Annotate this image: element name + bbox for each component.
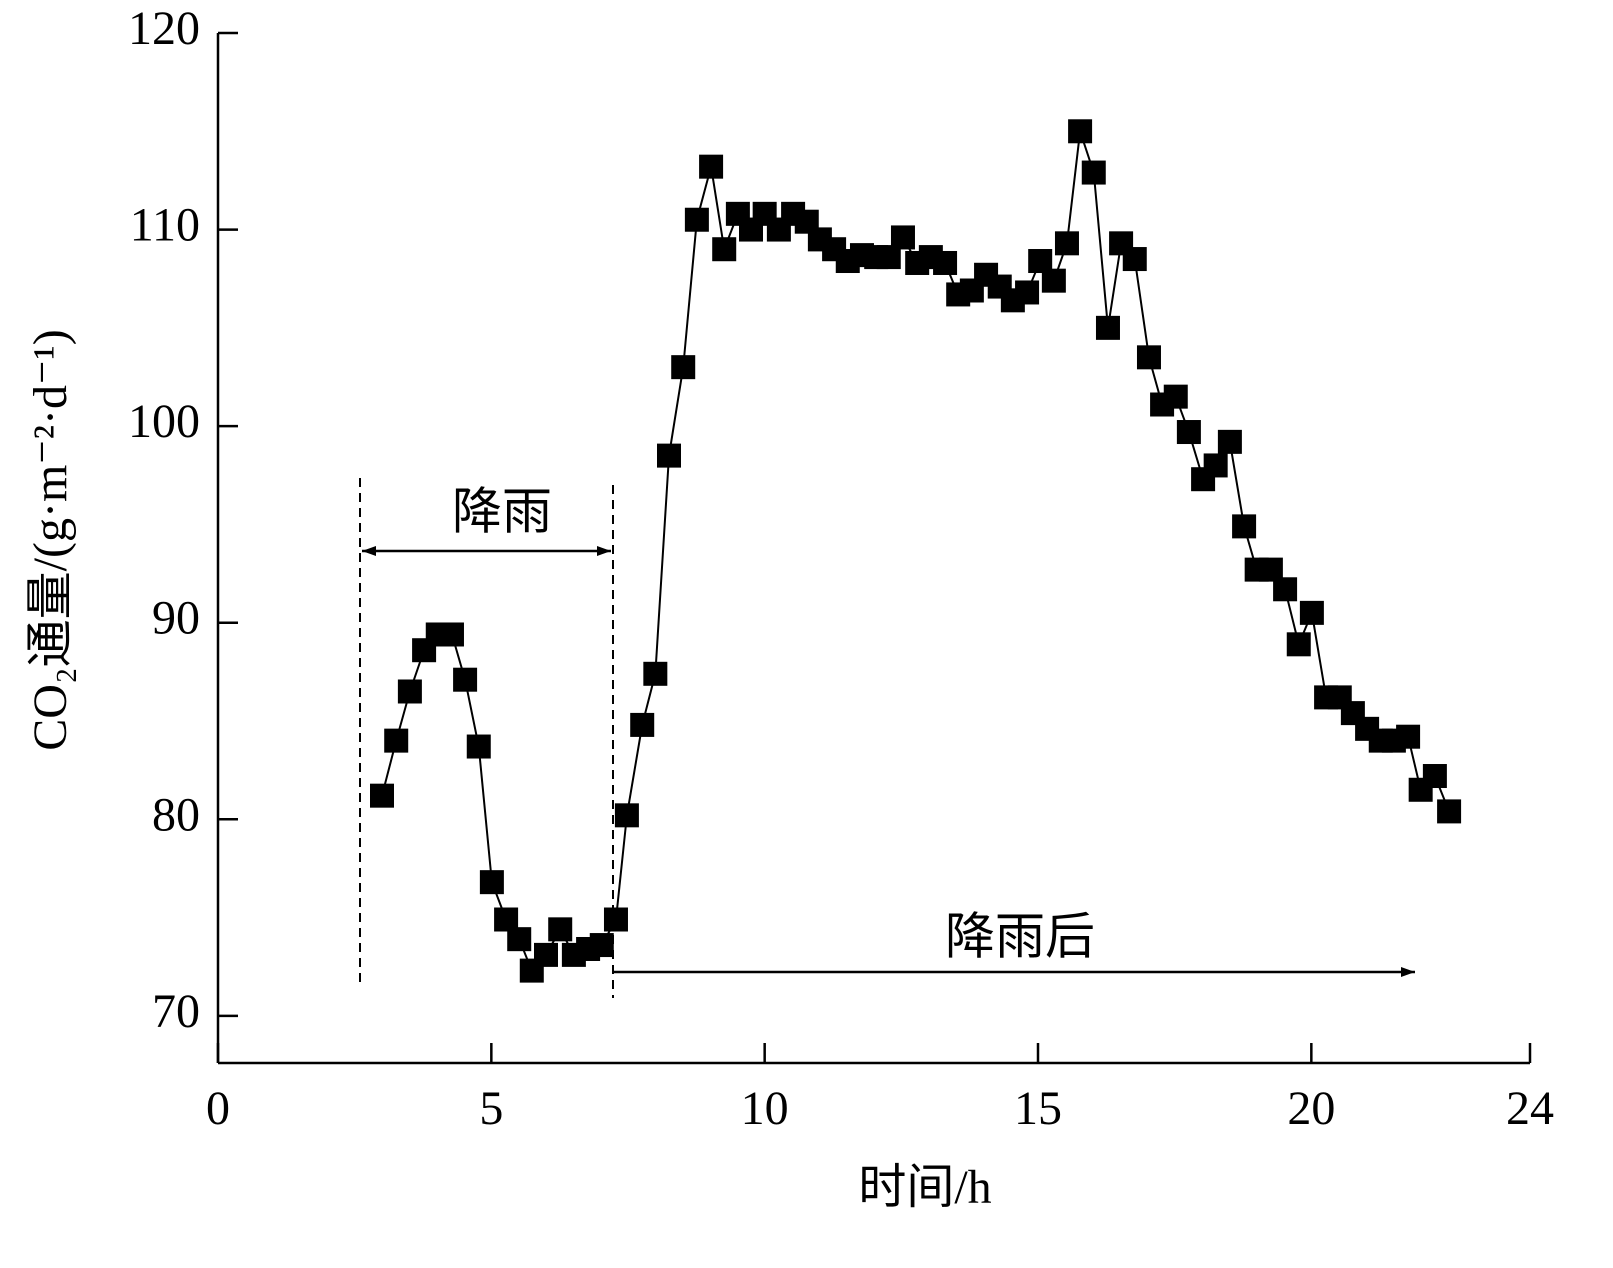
- marker: [1273, 577, 1298, 602]
- x-tick-label: 20: [1287, 1082, 1335, 1135]
- marker: [1437, 799, 1462, 824]
- marker: [671, 355, 696, 380]
- annotation: 降雨: [452, 483, 552, 541]
- marker: [1422, 764, 1447, 789]
- y-tick-label: 70: [152, 985, 200, 1038]
- marker: [1028, 249, 1053, 274]
- marker: [614, 803, 639, 828]
- marker: [1068, 119, 1093, 144]
- marker: [1041, 268, 1066, 293]
- marker: [657, 443, 681, 468]
- y-tick-label: 80: [152, 788, 200, 841]
- marker: [890, 225, 915, 250]
- marker: [603, 907, 628, 932]
- marker: [534, 942, 558, 967]
- marker: [1176, 420, 1201, 445]
- marker: [479, 870, 504, 895]
- marker: [1095, 315, 1120, 340]
- y-tick-label: 100: [128, 395, 200, 448]
- marker: [1232, 514, 1257, 539]
- x-axis-label: 时间/h: [858, 1161, 991, 1214]
- marker: [699, 154, 724, 179]
- x-tick-label: 10: [741, 1082, 789, 1135]
- marker: [1081, 160, 1106, 185]
- marker: [1299, 600, 1324, 625]
- marker: [1122, 247, 1147, 272]
- y-tick-label: 90: [152, 592, 200, 645]
- marker: [439, 622, 464, 647]
- marker: [1396, 724, 1421, 749]
- marker: [370, 783, 394, 808]
- marker: [1163, 384, 1188, 409]
- marker: [684, 207, 709, 232]
- marker: [384, 728, 409, 753]
- marker: [933, 250, 958, 275]
- marker: [1217, 429, 1242, 454]
- marker: [712, 237, 737, 262]
- marker: [466, 734, 491, 759]
- y-tick-label: 110: [130, 199, 200, 252]
- marker: [1286, 632, 1311, 657]
- marker: [630, 712, 655, 737]
- marker: [548, 917, 573, 942]
- marker: [507, 927, 532, 952]
- y-tick-label: 120: [128, 2, 200, 55]
- marker: [1203, 453, 1228, 478]
- x-tick-label: 0: [206, 1082, 230, 1135]
- marker: [453, 667, 478, 692]
- x-tick-label: 24: [1506, 1082, 1554, 1135]
- marker: [643, 661, 668, 686]
- y-axis-label: CO₂通量/(g·m⁻²·d⁻¹): [24, 329, 77, 750]
- x-tick-label: 5: [479, 1082, 503, 1135]
- marker: [397, 679, 422, 704]
- marker: [1054, 231, 1079, 256]
- marker: [1015, 280, 1040, 305]
- annotation: 降雨后: [945, 908, 1095, 966]
- marker: [1136, 345, 1161, 370]
- marker: [589, 933, 614, 958]
- x-tick-label: 15: [1014, 1082, 1062, 1135]
